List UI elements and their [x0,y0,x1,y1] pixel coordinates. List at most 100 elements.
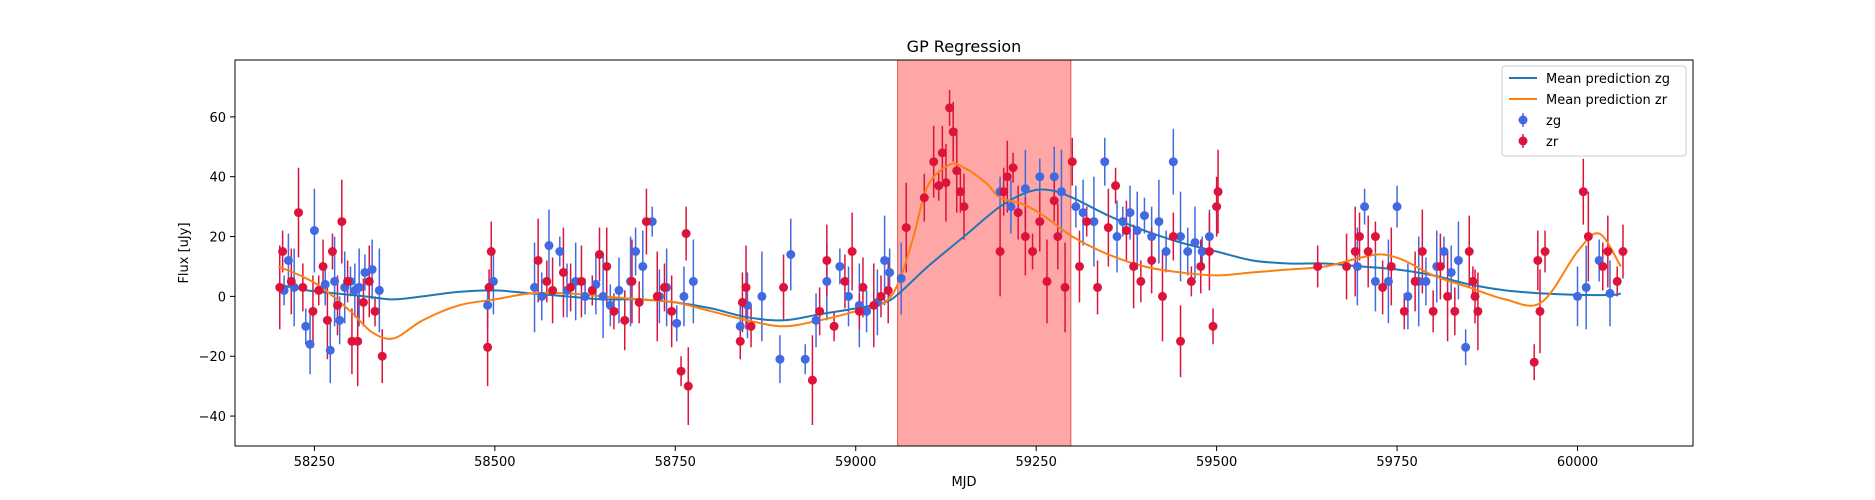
point-zg [1573,291,1583,301]
x-tick-label: 59750 [1376,455,1417,470]
point-zr [602,261,612,271]
point-zg [1112,232,1122,242]
point-zg [1403,291,1413,301]
point-zr [1533,255,1543,265]
point-zr [620,315,630,325]
point-zr [1355,232,1365,242]
point-zr [1042,276,1052,286]
point-zr [941,178,951,188]
point-zr [735,336,745,346]
point-zr [1313,261,1323,271]
point-zg [1125,208,1135,218]
point-zg [1139,211,1149,221]
point-zr [869,300,879,310]
point-zr [634,297,644,307]
point-zr [815,306,825,316]
point-zr [483,342,493,352]
point-zr [1578,187,1588,197]
point-zr [1067,157,1077,167]
point-zr [1053,232,1063,242]
y-tick-label: 0 [218,290,226,305]
point-zr [587,285,597,295]
point-zr [1129,261,1139,271]
point-zg [811,315,821,325]
point-zr [1428,306,1438,316]
point-zr [542,276,552,286]
point-zg [1421,276,1431,286]
point-zr [337,217,347,227]
legend-label-zr: zr [1546,135,1559,150]
point-zr [1378,282,1388,292]
point-zr [1013,208,1023,218]
point-zg [1581,282,1591,292]
point-zr [901,223,911,233]
point-zg [360,267,370,277]
point-zr [847,247,857,257]
point-zr [952,166,962,176]
y-axis-ticks: −40 −20 0 20 40 60 [199,111,235,425]
point-zg [679,291,689,301]
point-zg [1352,261,1362,271]
point-zr [332,300,342,310]
point-zr [683,381,693,391]
line-mean-prediction-zr [277,162,1622,340]
point-zr [807,375,817,385]
point-zr [746,321,756,331]
point-zr [1529,357,1539,367]
point-zr [934,181,944,191]
legend-label-zg: zg [1546,114,1561,129]
point-zg [835,261,845,271]
point-zr [1186,276,1196,286]
point-zg [1461,342,1471,352]
point-zg [862,306,872,316]
point-zr [1020,232,1030,242]
point-zg [1183,247,1193,257]
point-zr [1204,247,1214,257]
point-zr [641,217,651,227]
point-zr [919,193,929,203]
point-zg [631,247,641,257]
point-zg [1132,226,1142,236]
x-tick-label: 58500 [474,455,515,470]
x-tick-label: 58250 [294,455,335,470]
point-zr [854,306,864,316]
point-zg [1049,172,1059,182]
point-zr [1363,247,1373,257]
point-zr [1468,276,1478,286]
point-zg [1154,217,1164,227]
point-zg [1446,267,1456,277]
point-zr [1111,181,1121,191]
point-zr [1386,261,1396,271]
point-zg [367,264,377,274]
data-points-layer [275,103,1628,391]
point-zg [555,247,565,257]
point-zg [1100,157,1110,167]
point-zr [945,103,955,113]
point-zg [309,226,319,236]
x-axis-ticks: 58250 58500 58750 59000 59250 59500 59750 60000 [294,446,1598,470]
point-zg [1006,202,1016,212]
point-zg [530,282,540,292]
point-zr [364,276,374,286]
point-zr [858,282,868,292]
point-zr [1350,247,1360,257]
legend-label-zr-line: Mean prediction zr [1546,93,1668,108]
point-zr [1196,261,1206,271]
point-zr [1213,187,1223,197]
point-zg [1190,238,1200,248]
x-axis-label: MJD [951,475,976,490]
point-zr [829,321,839,331]
point-zg [800,354,810,364]
point-zr [566,282,576,292]
x-tick-label: 59000 [835,455,876,470]
point-zr [286,276,296,286]
highlight-region-layer [897,59,1072,447]
x-tick-label: 59500 [1196,455,1237,470]
legend: Mean prediction zg Mean prediction zr zg… [1501,65,1687,157]
point-zr [1535,306,1545,316]
point-zg [672,318,682,328]
point-zr [1443,291,1453,301]
point-zr [558,267,568,277]
point-zr [298,282,308,292]
